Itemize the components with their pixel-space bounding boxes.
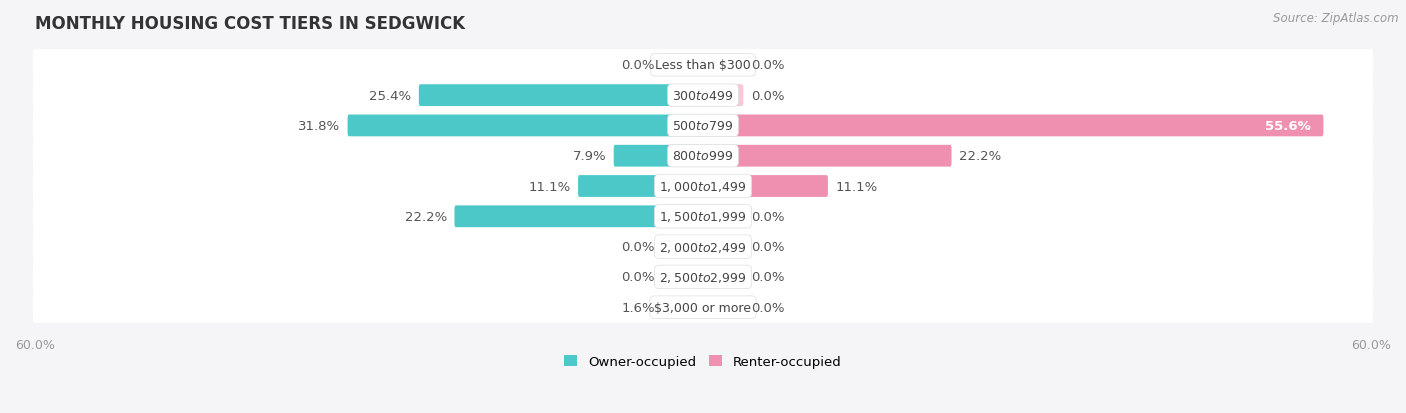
FancyBboxPatch shape [662,55,704,76]
Text: 0.0%: 0.0% [621,240,655,254]
Text: 25.4%: 25.4% [370,90,412,102]
FancyBboxPatch shape [32,140,1374,172]
FancyBboxPatch shape [32,201,1374,233]
Text: 11.1%: 11.1% [835,180,877,193]
FancyBboxPatch shape [347,115,704,137]
Text: $2,000 to $2,499: $2,000 to $2,499 [659,240,747,254]
Text: $2,500 to $2,999: $2,500 to $2,999 [659,270,747,284]
Text: 55.6%: 55.6% [1265,120,1310,133]
Text: 31.8%: 31.8% [298,120,340,133]
Text: 0.0%: 0.0% [621,271,655,284]
FancyBboxPatch shape [32,231,1374,263]
Text: 0.0%: 0.0% [751,271,785,284]
Text: 22.2%: 22.2% [959,150,1001,163]
Text: Less than $300: Less than $300 [655,59,751,72]
Legend: Owner-occupied, Renter-occupied: Owner-occupied, Renter-occupied [560,350,846,373]
FancyBboxPatch shape [454,206,704,228]
FancyBboxPatch shape [32,261,1374,293]
FancyBboxPatch shape [419,85,704,107]
Text: 0.0%: 0.0% [621,59,655,72]
Text: 0.0%: 0.0% [751,240,785,254]
Text: 22.2%: 22.2% [405,210,447,223]
FancyBboxPatch shape [613,145,704,167]
Text: $300 to $499: $300 to $499 [672,90,734,102]
FancyBboxPatch shape [702,206,744,228]
Text: 0.0%: 0.0% [751,59,785,72]
FancyBboxPatch shape [662,297,704,318]
FancyBboxPatch shape [702,55,744,76]
FancyBboxPatch shape [702,115,1323,137]
Text: $500 to $799: $500 to $799 [672,120,734,133]
FancyBboxPatch shape [702,145,952,167]
FancyBboxPatch shape [32,50,1374,81]
Text: 0.0%: 0.0% [751,90,785,102]
Text: $3,000 or more: $3,000 or more [655,301,751,314]
FancyBboxPatch shape [702,85,744,107]
Text: $800 to $999: $800 to $999 [672,150,734,163]
FancyBboxPatch shape [702,176,828,197]
Text: 7.9%: 7.9% [572,150,606,163]
Text: 1.6%: 1.6% [621,301,655,314]
Text: $1,500 to $1,999: $1,500 to $1,999 [659,210,747,224]
Text: 0.0%: 0.0% [751,210,785,223]
Text: 11.1%: 11.1% [529,180,571,193]
FancyBboxPatch shape [32,171,1374,202]
FancyBboxPatch shape [578,176,704,197]
FancyBboxPatch shape [662,266,704,288]
Text: MONTHLY HOUSING COST TIERS IN SEDGWICK: MONTHLY HOUSING COST TIERS IN SEDGWICK [35,15,465,33]
FancyBboxPatch shape [702,297,744,318]
Text: 0.0%: 0.0% [751,301,785,314]
Text: $1,000 to $1,499: $1,000 to $1,499 [659,180,747,194]
FancyBboxPatch shape [32,110,1374,142]
FancyBboxPatch shape [32,80,1374,112]
FancyBboxPatch shape [702,266,744,288]
Text: Source: ZipAtlas.com: Source: ZipAtlas.com [1274,12,1399,25]
FancyBboxPatch shape [662,236,704,258]
FancyBboxPatch shape [32,292,1374,323]
FancyBboxPatch shape [702,236,744,258]
